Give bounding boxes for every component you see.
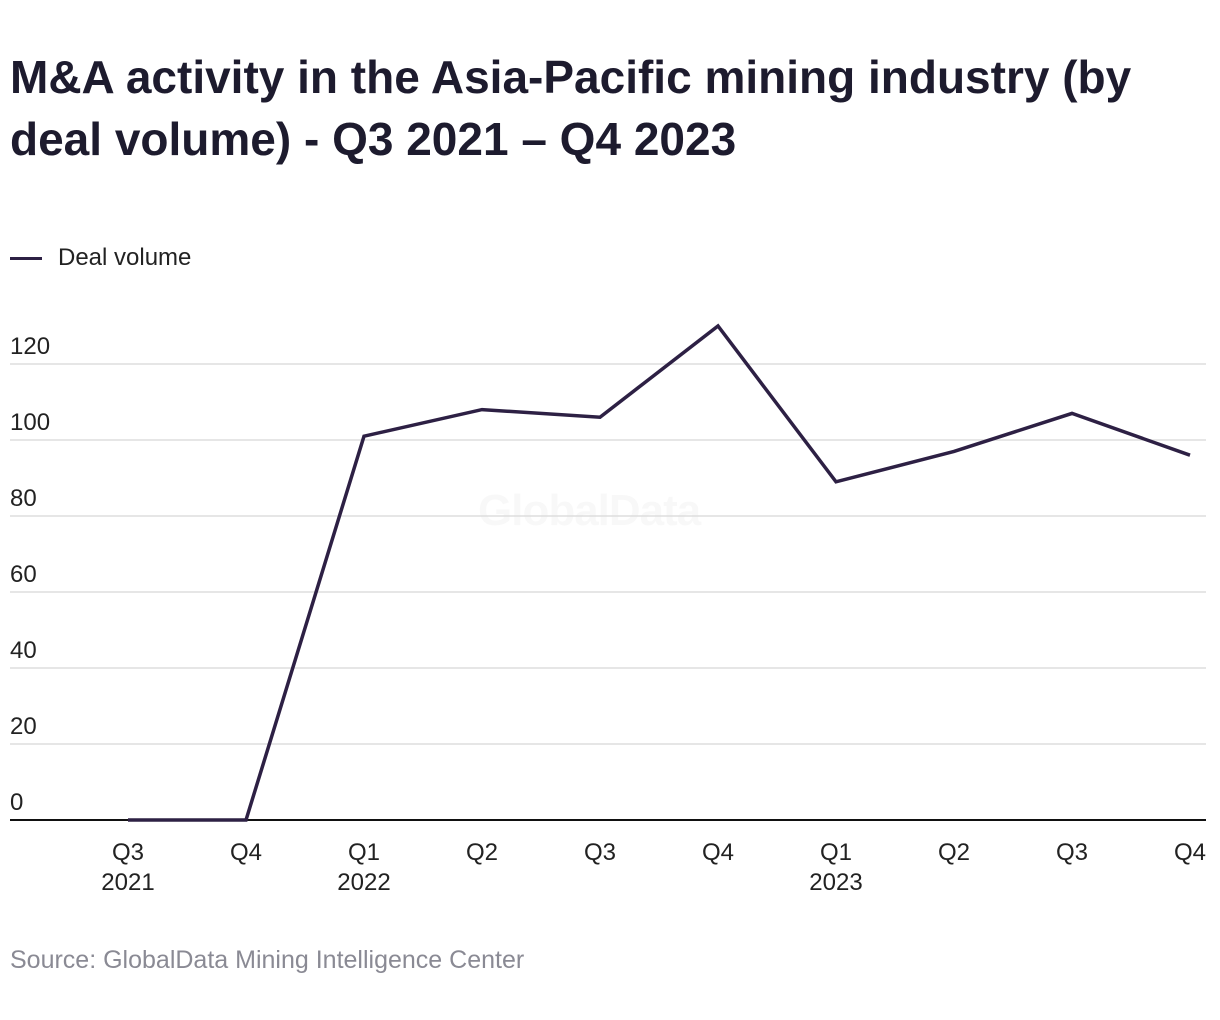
y-tick-label-0: 0 [10,789,23,816]
chart-title: M&A activity in the Asia-Pacific mining … [10,51,1132,165]
chart-gridlines [10,363,1206,821]
x-tick-label-8: Q3 [1056,839,1088,866]
y-tick-label-20: 20 [10,713,37,740]
x-tick-label-5: Q4 [702,839,734,866]
chart-series [128,323,1191,822]
y-tick-label-60: 60 [10,561,37,588]
x-tick-label-9: Q4 [1174,839,1206,866]
x-tick-label-0: Q3 [112,839,144,866]
y-tick-label-80: 80 [10,485,37,512]
x-tick-label-4: Q3 [584,839,616,866]
y-tick-label-100: 100 [10,409,50,436]
series-line-0 [128,323,1191,822]
source-note: Source: GlobalData Mining Intelligence C… [10,946,525,974]
x-tick-year-0: 2021 [101,869,154,896]
x-tick-label-7: Q2 [938,839,970,866]
x-tick-year-2: 2022 [337,869,390,896]
legend-swatch-deal-volume [10,256,42,260]
chart-legend: Deal volume [10,244,191,272]
y-tick-label-120: 120 [10,333,50,360]
x-tick-label-3: Q2 [466,839,498,866]
x-tick-label-2: Q1 [348,839,380,866]
y-tick-label-40: 40 [10,637,37,664]
y-axis-ticks: 0 20 40 60 80 100 120 [10,333,50,816]
x-tick-year-6: 2023 [809,869,862,896]
x-tick-label-1: Q4 [230,839,262,866]
x-axis-ticks: Q3 2021 Q4 Q1 2022 Q2 Q3 Q4 Q1 2023 Q2 Q3 Q4 [101,839,1206,896]
x-tick-label-6: Q1 [820,839,852,866]
legend-label-deal-volume: Deal volume [58,244,192,271]
